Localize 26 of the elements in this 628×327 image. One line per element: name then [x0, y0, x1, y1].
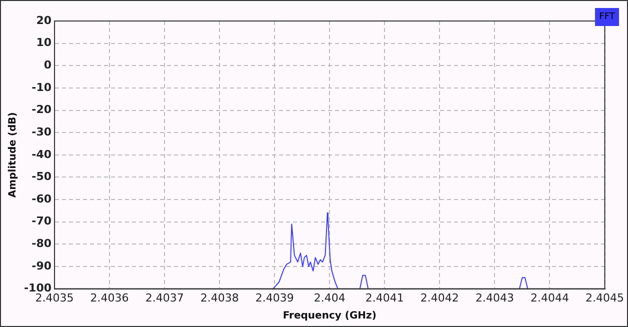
x-tick-label: 2.404 — [314, 291, 346, 304]
y-tick-label: -80 — [32, 237, 52, 250]
x-tick-label: 2.4041 — [365, 291, 404, 304]
y-tick-label: 0 — [44, 58, 52, 72]
x-tick-label: 2.4042 — [420, 291, 459, 304]
y-tick-label: 20 — [36, 14, 52, 27]
y-tick-label: -30 — [32, 125, 52, 138]
x-tick-label: 2.4036 — [90, 291, 129, 304]
text: FFT — [595, 8, 619, 26]
x-tick-label: 2.4039 — [255, 291, 294, 304]
y-tick-label: -40 — [32, 148, 52, 161]
x-tick-label: 2.4038 — [200, 291, 239, 304]
y-tick-label: -60 — [32, 192, 52, 206]
x-tick-label: 2.4044 — [530, 291, 569, 304]
x-tick-label: 2.4037 — [145, 291, 184, 304]
y-tick-label: -20 — [32, 103, 52, 116]
y-axis-title: Amplitude (dB) — [8, 112, 19, 198]
x-axis-title: Frequency (GHz) — [282, 310, 376, 322]
y-tick-label: 10 — [36, 36, 52, 50]
y-tick-label: -10 — [32, 80, 52, 94]
y-tick-label: -50 — [32, 170, 52, 184]
x-tick-label: 2.4035 — [35, 291, 74, 304]
x-tick-label: 2.4043 — [475, 291, 514, 304]
y-tick-label: -70 — [32, 214, 52, 228]
x-tick-label: 2.4045 — [586, 291, 624, 304]
y-tick-label: -90 — [32, 259, 52, 272]
